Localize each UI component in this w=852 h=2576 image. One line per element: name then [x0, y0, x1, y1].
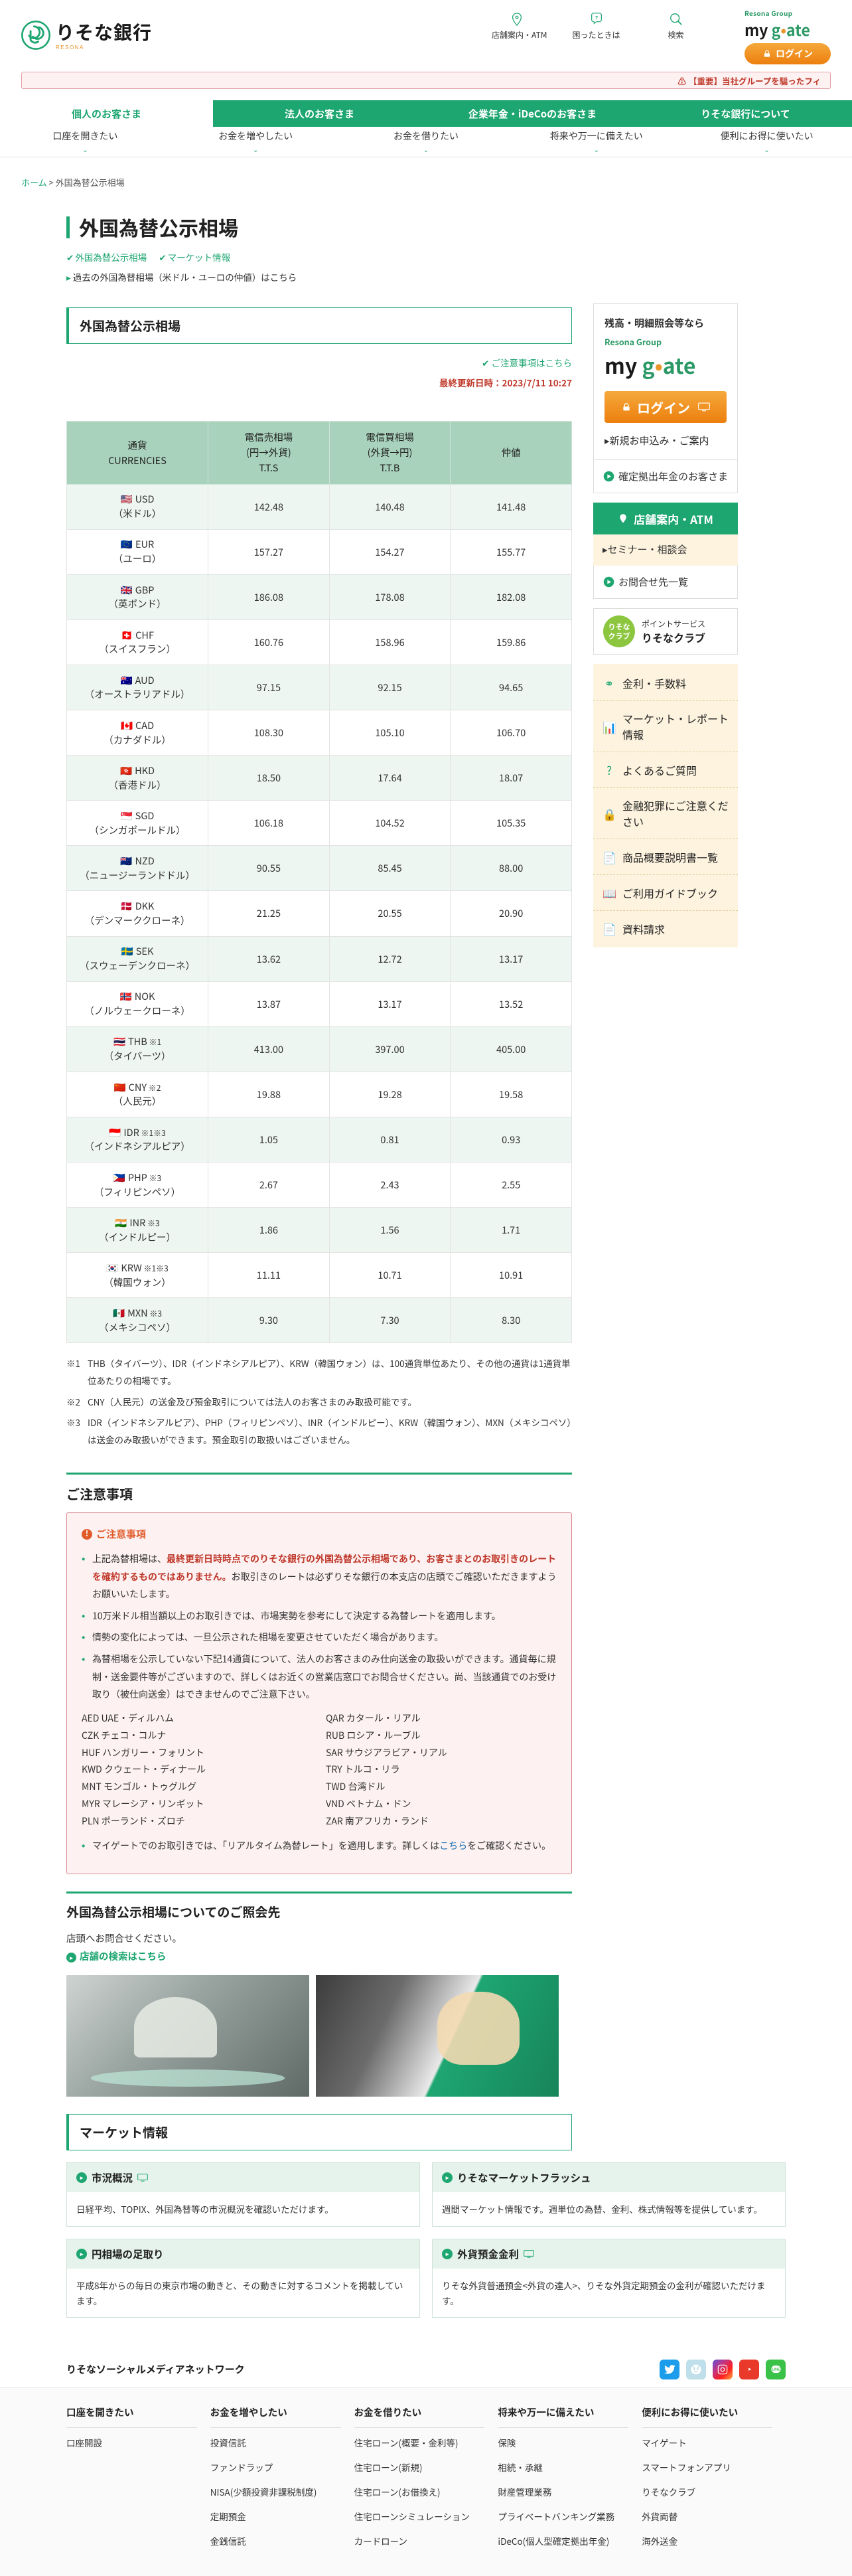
svg-text:LINE: LINE — [772, 2368, 780, 2372]
svg-text:?: ? — [595, 15, 598, 21]
